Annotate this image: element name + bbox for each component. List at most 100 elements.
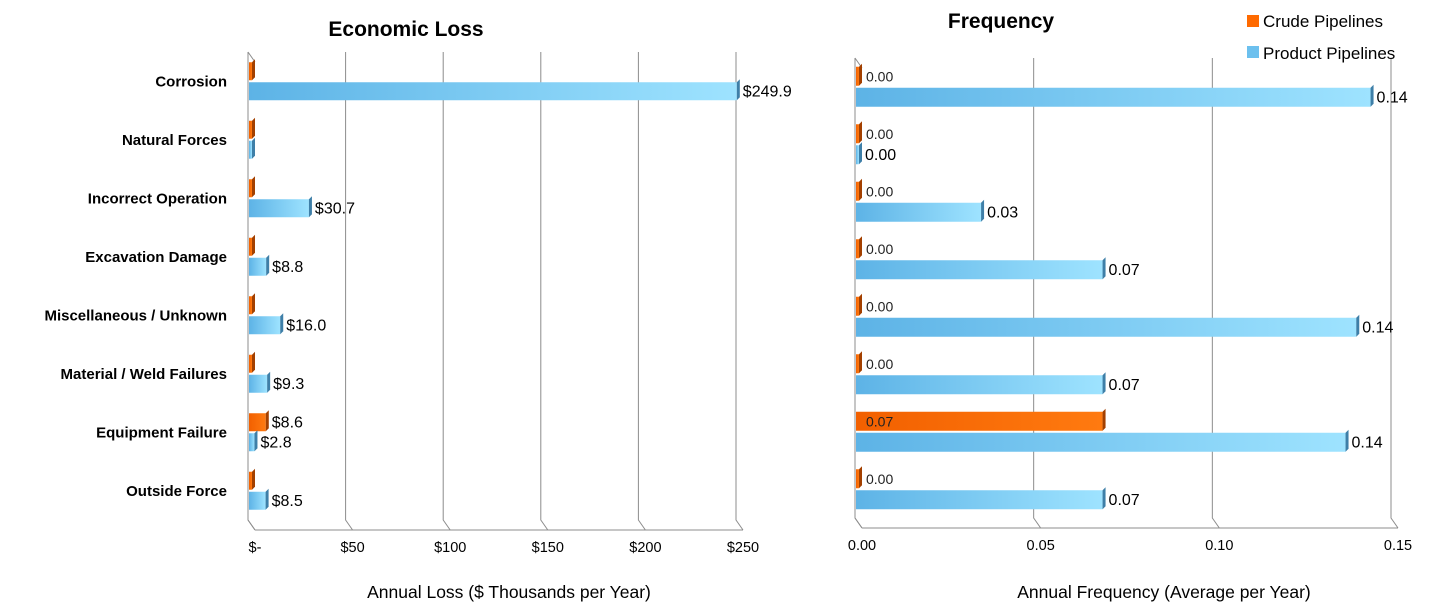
crude-data-label: 0.00 — [866, 68, 893, 84]
gridline — [442, 52, 451, 531]
bar-side — [859, 142, 862, 165]
legend-swatch-crude — [1247, 15, 1259, 27]
product-bar-incorrect-operation — [249, 199, 309, 218]
legend-item-crude: Crude Pipelines — [1247, 12, 1383, 31]
crude-bar-excavation-damage — [249, 237, 252, 256]
x-tick-label: $200 — [629, 540, 661, 556]
bar-side — [252, 293, 255, 315]
crude-bar-corrosion — [249, 62, 252, 81]
category-label-excavation-damage: Excavation Damage — [85, 249, 227, 266]
bar-side — [266, 254, 270, 276]
bar-side — [252, 234, 255, 256]
crude-bar-natural-forces — [856, 124, 859, 144]
crude-bar-miscellaneous-unknown — [249, 296, 252, 315]
bar-side — [859, 351, 862, 374]
crude-bar-incorrect-operation — [249, 179, 252, 198]
product-bar-miscellaneous-unknown — [856, 317, 1357, 337]
category-label-natural-forces: Natural Forces — [122, 132, 227, 149]
crude-data-label: 0.00 — [866, 298, 893, 314]
legend: Crude Pipelines Product Pipelines — [1247, 12, 1395, 63]
bar-side — [1370, 84, 1374, 107]
product-bar-equipment-failure — [856, 432, 1346, 452]
bar-side — [859, 178, 862, 201]
frequency-bars — [856, 63, 1374, 510]
crude-bar-outside-force — [249, 471, 252, 490]
product-data-label: $30.7 — [315, 200, 355, 217]
economic-loss-x-axis-label: Annual Loss ($ Thousands per Year) — [367, 582, 651, 602]
product-bar-outside-force — [249, 491, 266, 510]
gridline — [540, 52, 549, 531]
crude-data-label: 0.00 — [866, 471, 893, 487]
product-bar-material-weld-failures — [856, 375, 1103, 395]
product-bar-excavation-damage — [249, 257, 267, 276]
crude-bar-equipment-failure — [856, 411, 1103, 431]
crude-bar-natural-forces — [249, 120, 252, 139]
crude-bar-outside-force — [856, 469, 859, 489]
bar-side — [267, 371, 271, 393]
frequency-chart: Frequency 0.000.140.000.000.000.030.000.… — [848, 10, 1412, 602]
bar-side — [1102, 487, 1106, 510]
bar-side — [859, 121, 862, 144]
product-bar-natural-forces — [249, 140, 252, 159]
economic-loss-category-labels: Corrosion Natural Forces Incorrect Operati… — [44, 73, 227, 500]
product-bar-material-weld-failures — [249, 374, 268, 393]
category-label-incorrect-operation: Incorrect Operation — [88, 190, 227, 207]
crude-bar-excavation-damage — [856, 239, 859, 259]
bar-side — [280, 313, 284, 335]
product-data-label: $8.8 — [272, 259, 303, 276]
product-bar-corrosion — [249, 82, 737, 101]
economic-loss-data-labels: $249.9 $30.7 $8.8 $16.0 $9.3 $8.6 $2.8 $8.5 — [260, 83, 791, 510]
product-data-label: 0.07 — [1109, 262, 1140, 279]
product-data-label: 0.14 — [1352, 434, 1383, 451]
bar-side — [1356, 314, 1360, 337]
gridline — [637, 52, 646, 531]
product-data-label: 0.07 — [1109, 377, 1140, 394]
economic-loss-chart: Economic Loss Corrosion Natural Forces Inc… — [44, 18, 791, 602]
crude-data-label: $8.6 — [272, 414, 303, 431]
x-tick-label: $150 — [532, 540, 564, 556]
legend-label-product: Product Pipelines — [1263, 44, 1395, 63]
gridline — [735, 52, 744, 531]
bar-side — [859, 293, 862, 316]
economic-loss-gridlines — [247, 51, 744, 531]
gridline — [345, 52, 354, 531]
bar-side — [265, 488, 269, 510]
bar-side — [1102, 372, 1106, 395]
product-data-label: $9.3 — [273, 376, 304, 393]
frequency-x-axis-label: Annual Frequency (Average per Year) — [1017, 582, 1310, 602]
x-tick-label: 0.00 — [848, 538, 876, 554]
frequency-gridlines — [854, 57, 1399, 529]
product-data-label: $16.0 — [286, 317, 326, 334]
product-bar-excavation-damage — [856, 260, 1103, 280]
crude-bar-equipment-failure — [249, 413, 266, 432]
economic-loss-bars — [249, 59, 740, 510]
gridline — [1033, 58, 1042, 529]
product-data-label: 0.07 — [1109, 492, 1140, 509]
category-label-corrosion: Corrosion — [155, 73, 227, 90]
bar-side — [736, 79, 740, 101]
product-bar-incorrect-operation — [856, 202, 982, 222]
frequency-data-labels: 0.00 0.14 0.00 0.00 0.00 0.03 0.00 0.07 0.00 0.14… — [865, 68, 1408, 509]
category-label-material-weld-failures: Material / Weld Failures — [61, 366, 227, 383]
bar-side — [1102, 257, 1106, 280]
product-bar-outside-force — [856, 490, 1103, 510]
gridline — [1211, 58, 1220, 529]
bar-side — [308, 196, 312, 218]
bar-side — [252, 351, 255, 373]
product-data-label: 0.14 — [1377, 89, 1408, 106]
product-data-label: 0.14 — [1362, 319, 1393, 336]
gridline — [854, 58, 863, 529]
bar-side — [859, 236, 862, 259]
product-bar-corrosion — [856, 87, 1371, 107]
frequency-title: Frequency — [948, 10, 1055, 33]
product-bar-equipment-failure — [249, 433, 255, 452]
x-tick-label: $250 — [727, 540, 759, 556]
bar-side — [252, 59, 255, 81]
gridline — [1390, 58, 1399, 529]
bar-side — [981, 199, 985, 222]
product-bar-miscellaneous-unknown — [249, 316, 281, 335]
bar-side — [1102, 408, 1106, 431]
bar-side — [252, 117, 255, 139]
product-bar-natural-forces — [856, 145, 859, 165]
